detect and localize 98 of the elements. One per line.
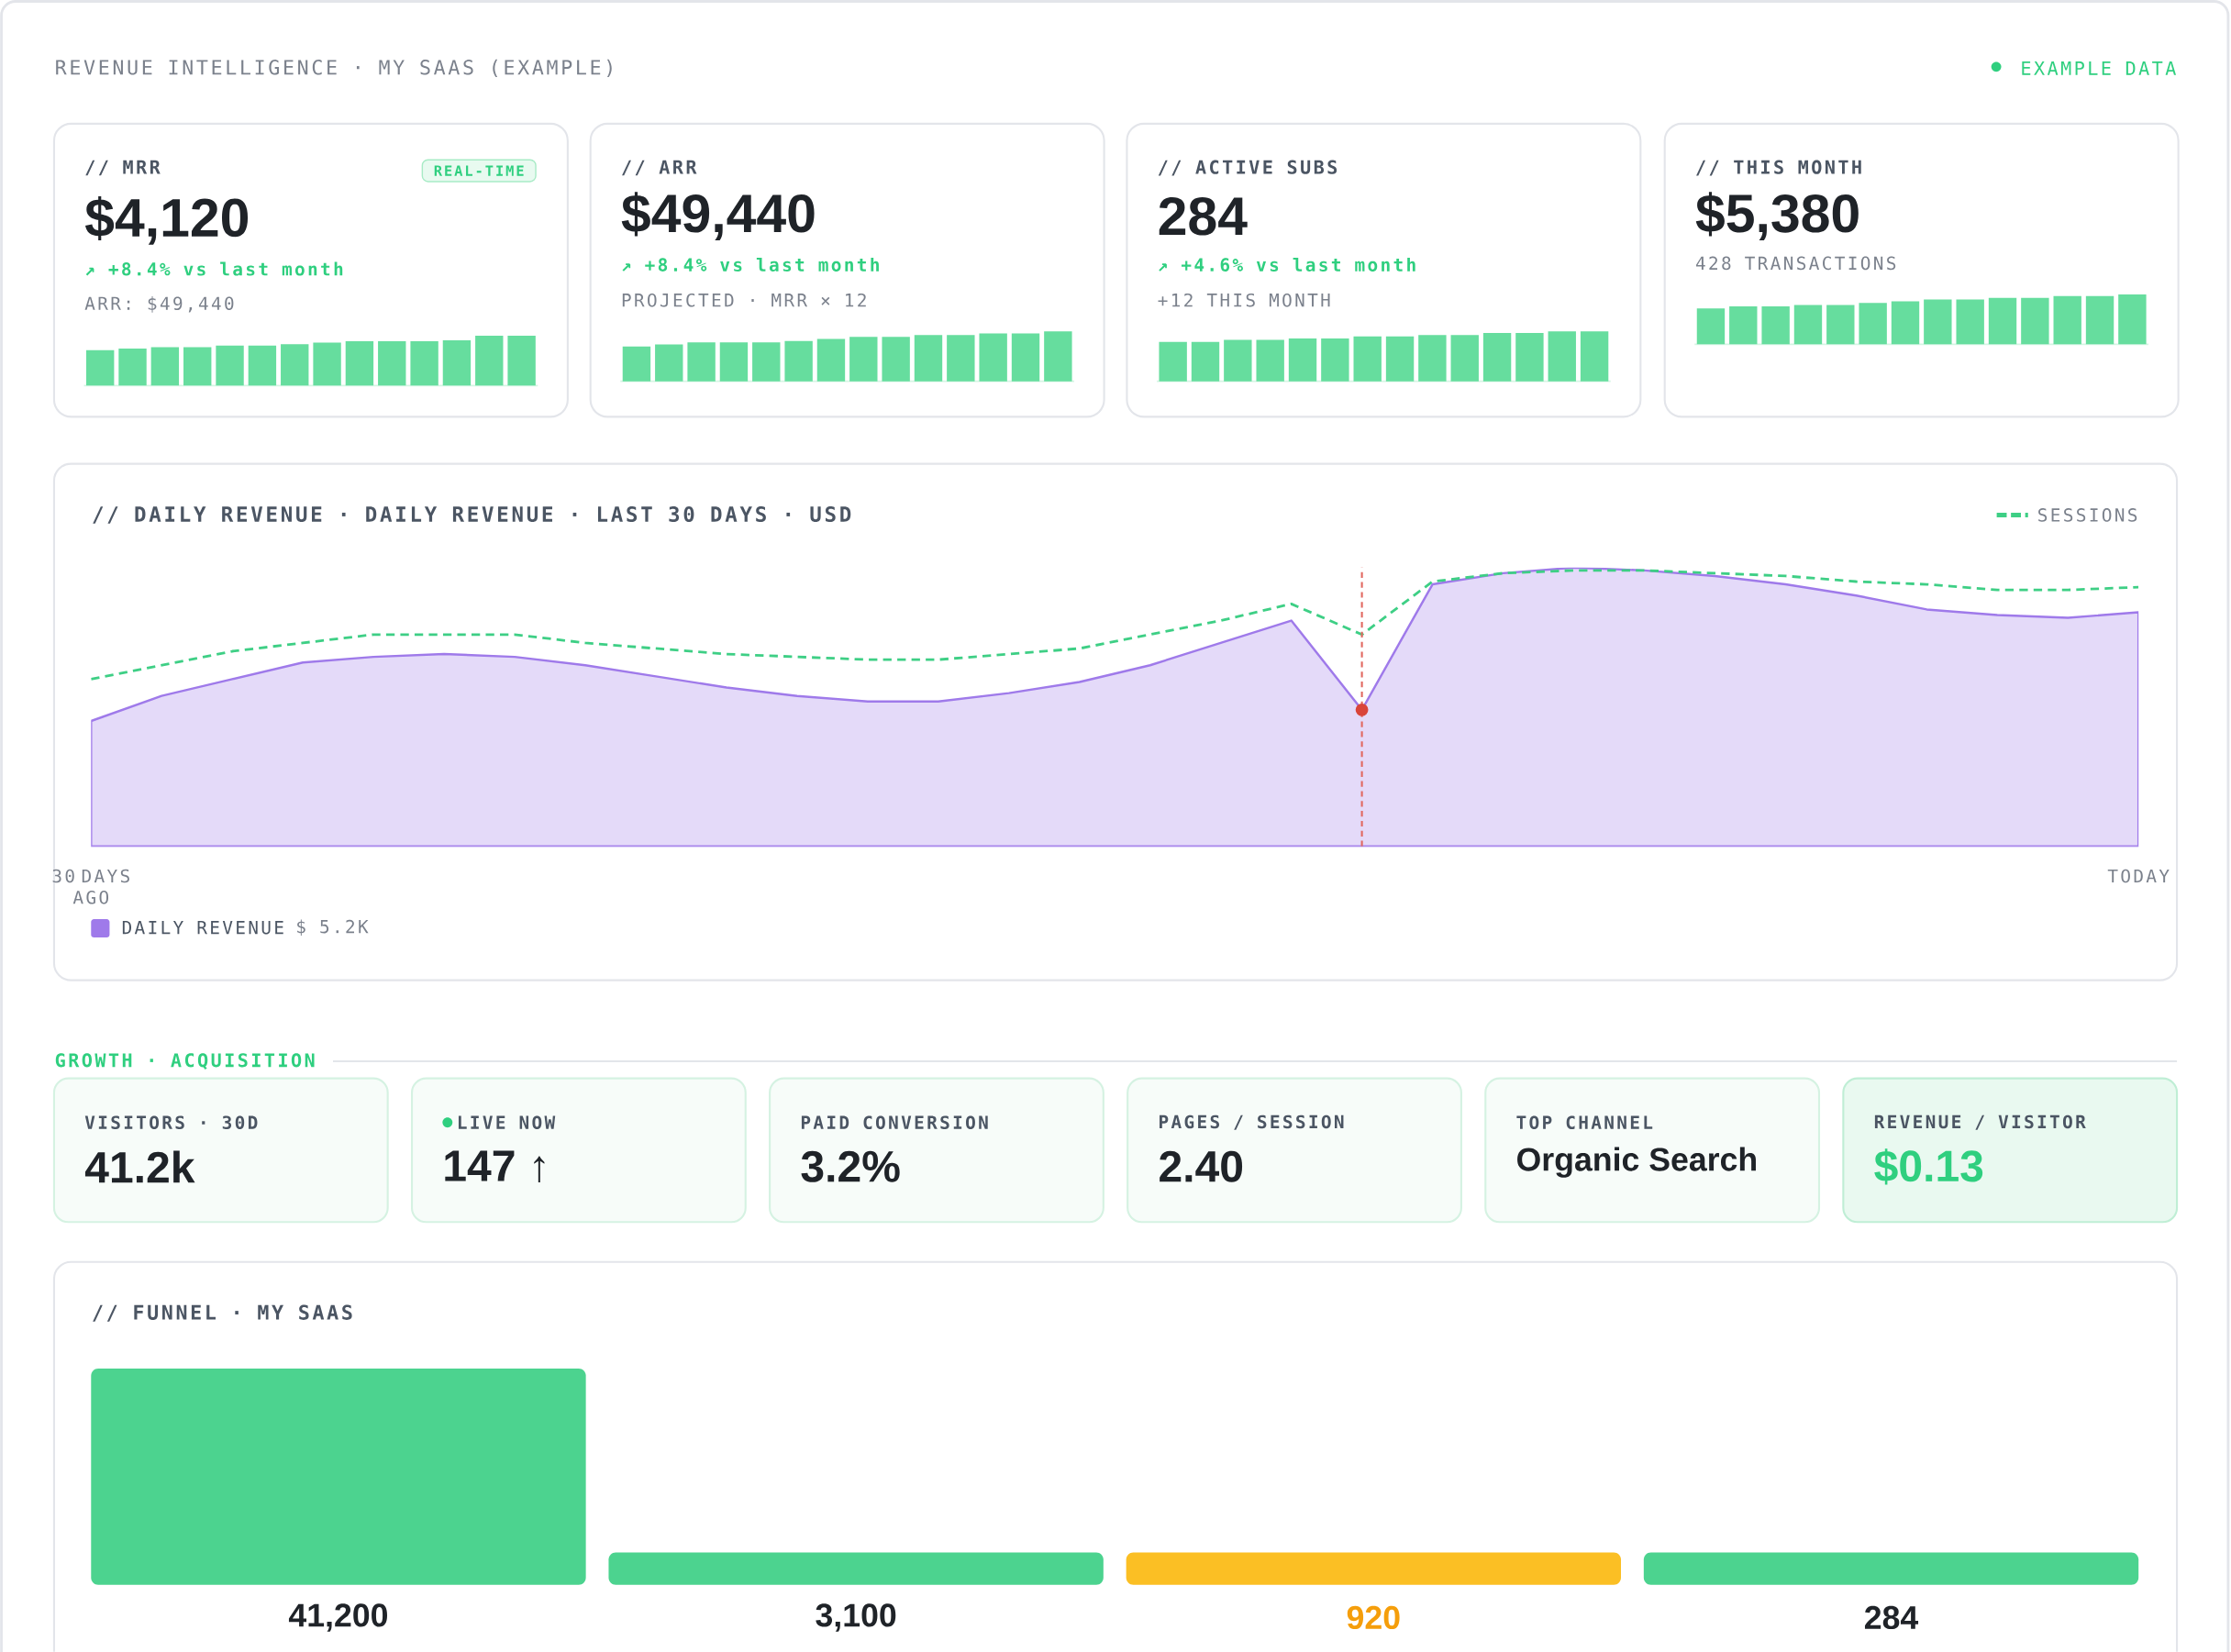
bar [410, 341, 438, 386]
text: EXAMPLE DATA [2022, 61, 2177, 75]
text: ↗ +8.4% vs last month [622, 258, 879, 272]
chart-title: // MRR [85, 160, 161, 176]
bar [1353, 336, 1382, 382]
bar [2118, 294, 2147, 345]
bar [979, 333, 1007, 382]
bar [183, 347, 212, 386]
bar [1924, 299, 1952, 345]
text: 41.2k [84, 1150, 195, 1183]
bar [1450, 335, 1479, 382]
bar [248, 346, 277, 386]
data-label: 920 [1347, 1605, 1400, 1630]
text: PAID CONVERSION [801, 1115, 988, 1130]
text: REVENUE / VISITOR [1874, 1114, 2086, 1130]
chart-title: // THIS MONTH [1696, 160, 1861, 176]
bar [2053, 295, 2081, 345]
text: ↗ +4.6% vs last month [1159, 258, 1415, 272]
text: Organic Search [1517, 1147, 1756, 1178]
text: +12 THIS MONTH [1158, 294, 1330, 307]
text: 2.40 [1160, 1150, 1243, 1182]
bar [1159, 341, 1187, 382]
text: ↗ +8.4% vs last month [85, 261, 343, 276]
bar [1482, 333, 1512, 382]
text: TOP CHANNEL [1516, 1115, 1653, 1130]
bar [882, 337, 910, 382]
bar [475, 336, 504, 386]
chart-title: // ARR [622, 160, 697, 176]
text: // FUNNEL · MY SAAS [93, 1304, 352, 1322]
text: 284 [1159, 197, 1248, 236]
bar [1044, 331, 1072, 382]
x-tick-label: TODAY [2107, 869, 2170, 883]
text: REVENUE INTELLIGENCE · MY SAAS (EXAMPLE) [56, 59, 612, 78]
bar [1891, 301, 1920, 345]
bar [1696, 308, 1726, 345]
bar [1011, 333, 1040, 382]
text: $49,440 [621, 192, 815, 241]
bar [816, 338, 846, 382]
text: $0.13 [1874, 1148, 1983, 1185]
text: GROWTH · ACQUISITION [55, 1053, 315, 1070]
bar [719, 342, 749, 382]
text: 3.2% [801, 1150, 900, 1183]
bar [85, 349, 115, 386]
bar [687, 342, 716, 382]
bar [914, 335, 943, 382]
bar [1418, 335, 1447, 382]
text: $ 5.2K [297, 919, 369, 937]
x-tick-label: 30 DAYS AGO [52, 869, 129, 904]
text: VISITORS · 30D [84, 1115, 258, 1130]
bar [2021, 297, 2049, 345]
bar [1793, 305, 1823, 345]
bar [947, 335, 975, 382]
text: $4,120 [84, 196, 249, 245]
bar [1956, 299, 1984, 345]
bar [1288, 338, 1317, 382]
bar [1548, 331, 1576, 382]
text: 147 ↑ [445, 1150, 545, 1183]
text: ARR: $49,440 [84, 296, 234, 313]
bar [1729, 306, 1758, 345]
bar [1826, 305, 1855, 345]
bar [2085, 295, 2114, 345]
bar [752, 342, 781, 382]
bar [1859, 303, 1887, 345]
bar [378, 341, 406, 386]
bar [1385, 336, 1415, 382]
legend-label: SESSIONS [2038, 508, 2137, 522]
bar [622, 346, 651, 382]
chart-title: // DAILY REVENUE · DAILY REVENUE · LAST 30 DAYS · USD [93, 506, 851, 524]
bar [313, 342, 341, 386]
bar [1515, 333, 1544, 382]
data-label: 41,200 [288, 1603, 388, 1632]
bar [1321, 338, 1349, 382]
bar [1580, 331, 1609, 382]
text: PROJECTED · MRR × 12 [622, 294, 866, 307]
bar [1761, 306, 1790, 345]
bar [150, 347, 180, 386]
bar [849, 337, 878, 382]
bar [784, 340, 813, 382]
chart-subtitle: REAL-TIME [434, 165, 524, 176]
text: $5,380 [1695, 192, 1859, 241]
data-label: 284 [1864, 1605, 1919, 1630]
bar [345, 341, 374, 386]
bar [1191, 341, 1220, 382]
bar [281, 344, 309, 386]
bar [1988, 297, 2017, 345]
data-label: 3,100 [816, 1603, 896, 1632]
bar [216, 346, 244, 386]
bar [507, 336, 536, 386]
legend-label: DAILY REVENUE [122, 921, 283, 935]
text: LIVE NOW [458, 1115, 556, 1130]
text: 428 TRANSACTIONS [1695, 256, 1896, 271]
bar [1224, 339, 1252, 382]
chart-title: // ACTIVE SUBS [1158, 160, 1337, 176]
bar [655, 344, 683, 382]
text: PAGES / SESSION [1160, 1114, 1344, 1130]
bar [1256, 339, 1284, 382]
bar [118, 349, 147, 386]
bar [442, 340, 472, 386]
